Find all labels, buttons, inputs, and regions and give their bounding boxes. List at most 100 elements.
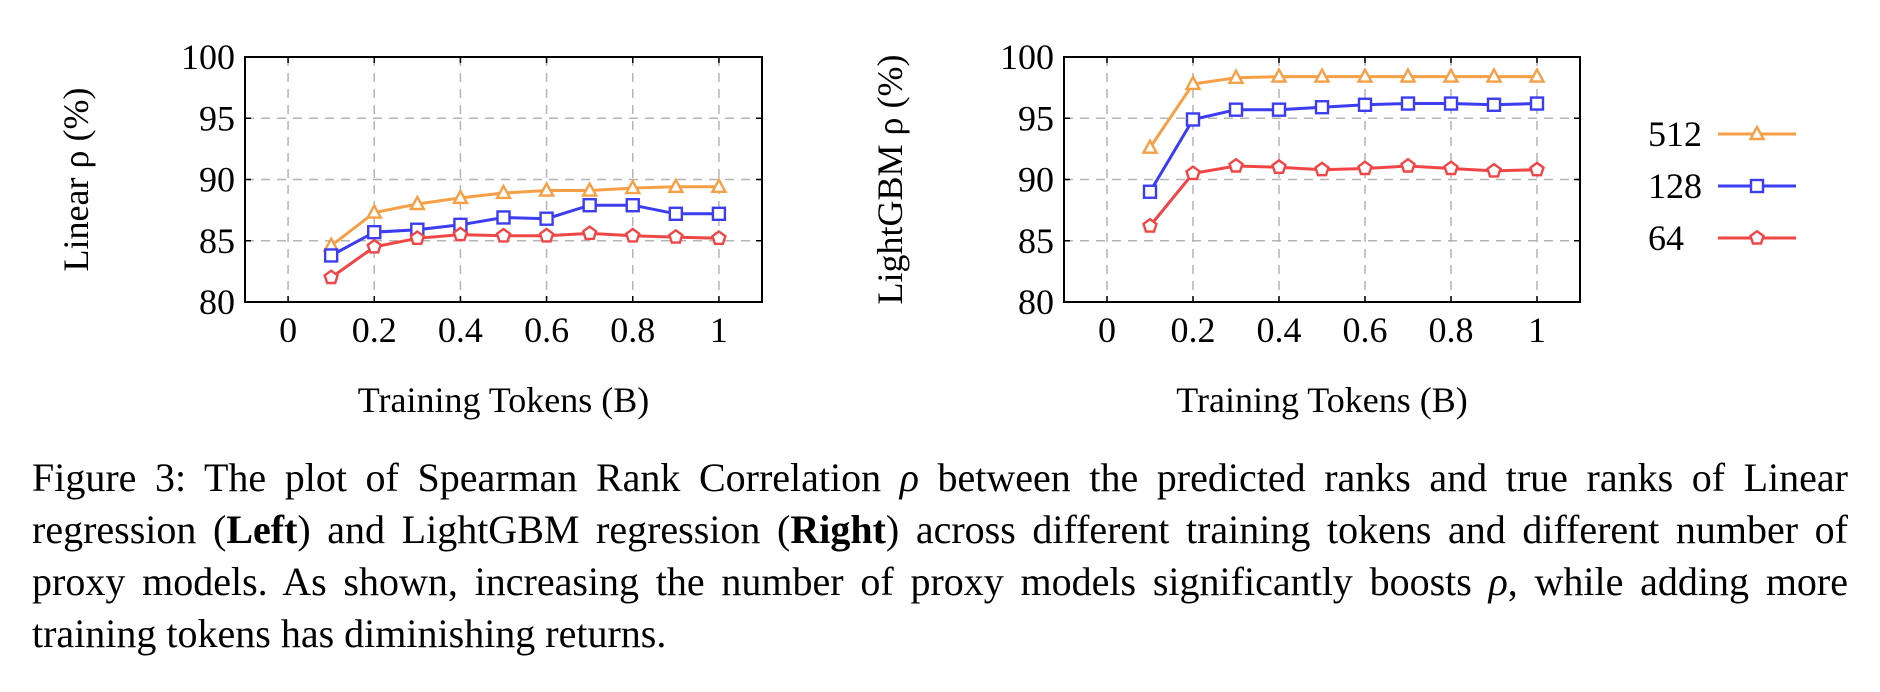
data-point-512 <box>1313 67 1331 83</box>
series-64 <box>1142 157 1545 233</box>
y-tick-label: 95 <box>1018 98 1054 138</box>
figure: 0 0.2 0.4 0.6 0.8 1 80 85 90 95 100 Training Tokens… <box>56 37 1796 420</box>
x-tick-label: 0.6 <box>1343 310 1388 350</box>
y-tick-label: 90 <box>1018 160 1054 200</box>
data-point-64 <box>1357 160 1373 176</box>
series-line-512 <box>1148 75 1537 149</box>
data-point-64 <box>1443 160 1459 176</box>
data-point-512 <box>1399 67 1417 83</box>
data-point-128 <box>1228 102 1244 117</box>
data-point-512 <box>1184 74 1202 91</box>
data-point-128 <box>1185 112 1201 127</box>
data-point-512 <box>1270 67 1288 83</box>
chart-right: 0 0.2 0.4 0.6 0.8 1 80 85 90 95 100 Training Tokens… <box>870 37 1581 420</box>
y-tick-label: 80 <box>199 282 235 322</box>
data-point-128 <box>539 211 554 226</box>
data-point-128 <box>323 248 339 263</box>
caption-text-1: The plot of Spearman Rank Correlation <box>186 455 900 500</box>
x-tick-label: 0 <box>279 310 297 350</box>
x-axis-label: Training Tokens (B) <box>358 380 650 420</box>
data-point-512 <box>710 177 728 194</box>
y-tick-label: 90 <box>199 160 235 200</box>
caption-text-2: between the predicted ranks and true ran… <box>32 455 1848 552</box>
chart-left: 0 0.2 0.4 0.6 0.8 1 80 85 90 95 100 Training Tokens… <box>56 37 763 420</box>
data-point-512 <box>365 203 383 219</box>
y-tick-label: 100 <box>1000 37 1054 77</box>
x-tick-label: 0.2 <box>352 310 397 350</box>
data-point-64 <box>667 228 684 244</box>
caption-rho-1: ρ <box>899 455 919 500</box>
y-tick-label: 100 <box>181 37 235 77</box>
data-point-512 <box>1141 138 1159 154</box>
x-tick-label: 0.8 <box>610 310 655 350</box>
data-point-128 <box>711 206 727 222</box>
x-tick-label: 1 <box>710 310 728 350</box>
data-point-512 <box>538 181 556 197</box>
x-axis-label: Training Tokens (B) <box>1176 380 1468 420</box>
legend-marker-128 <box>1749 178 1765 194</box>
legend: 512 128 64 <box>1648 114 1796 258</box>
data-point-64 <box>710 230 727 246</box>
y-tick-label: 95 <box>199 98 235 138</box>
series-128 <box>323 198 727 263</box>
data-point-512 <box>1442 67 1460 83</box>
data-point-64 <box>323 269 340 285</box>
data-point-64 <box>409 230 426 246</box>
x-tick-label: 1 <box>1528 310 1546 350</box>
series-512 <box>322 177 728 252</box>
series-128 <box>1142 96 1545 199</box>
plot-frame <box>1063 56 1581 303</box>
caption-bold-left: Left <box>226 507 298 552</box>
y-tick-label: 80 <box>1018 282 1054 322</box>
series-64 <box>323 225 727 285</box>
data-point-64 <box>624 227 641 243</box>
series-line-128 <box>330 203 719 257</box>
data-point-128 <box>1400 96 1416 111</box>
series-line-64 <box>330 231 719 279</box>
data-point-64 <box>1271 158 1287 175</box>
caption-text-5: , while adding more training tokens has … <box>32 559 1848 656</box>
data-point-64 <box>1185 165 1201 181</box>
series-line-64 <box>1148 164 1538 227</box>
data-point-512 <box>1356 67 1374 83</box>
gridlines-right <box>1064 56 1580 303</box>
figure-caption: Figure 3: The plot of Spearman Rank Corr… <box>32 452 1848 660</box>
data-point-512 <box>451 188 469 205</box>
x-tick-label: 0.2 <box>1171 310 1216 350</box>
data-point-512 <box>494 183 513 200</box>
x-tick-label: 0.6 <box>524 310 569 350</box>
data-point-512 <box>1485 67 1503 83</box>
y-axis-label: LightGBM ρ (%) <box>870 55 910 305</box>
x-tick-label: 0.4 <box>438 310 483 350</box>
data-point-128 <box>1486 97 1502 112</box>
x-tick-label: 0.4 <box>1257 310 1302 350</box>
data-point-512 <box>408 194 426 211</box>
data-point-512 <box>1227 68 1245 85</box>
data-point-64 <box>1400 157 1416 173</box>
data-point-64 <box>452 226 469 242</box>
caption-text-4: ) across different training tokens and d… <box>32 507 1848 604</box>
data-point-64 <box>1228 157 1244 173</box>
series-512 <box>1141 67 1546 154</box>
plot-frame <box>244 56 763 303</box>
legend-marker-64 <box>1749 229 1765 245</box>
series-line-128 <box>1148 102 1538 193</box>
legend-label-128: 128 <box>1648 166 1702 206</box>
x-tick-label: 0.8 <box>1429 310 1474 350</box>
data-point-64 <box>366 238 383 254</box>
data-point-128 <box>582 198 597 213</box>
caption-bold-right: Right <box>790 507 886 552</box>
data-point-64 <box>1486 162 1502 178</box>
data-point-64 <box>1529 161 1545 177</box>
caption-rho-2: ρ <box>1488 559 1508 604</box>
data-point-128 <box>367 224 382 240</box>
y-axis-label: Linear ρ (%) <box>56 88 96 272</box>
data-point-64 <box>1314 161 1330 177</box>
data-point-128 <box>1443 96 1459 111</box>
legend-label-64: 64 <box>1648 218 1684 258</box>
legend-label-512: 512 <box>1648 114 1702 154</box>
data-point-128 <box>668 206 684 222</box>
x-tick-label: 0 <box>1098 310 1116 350</box>
data-point-128 <box>1314 100 1330 115</box>
y-tick-label: 85 <box>199 221 235 261</box>
